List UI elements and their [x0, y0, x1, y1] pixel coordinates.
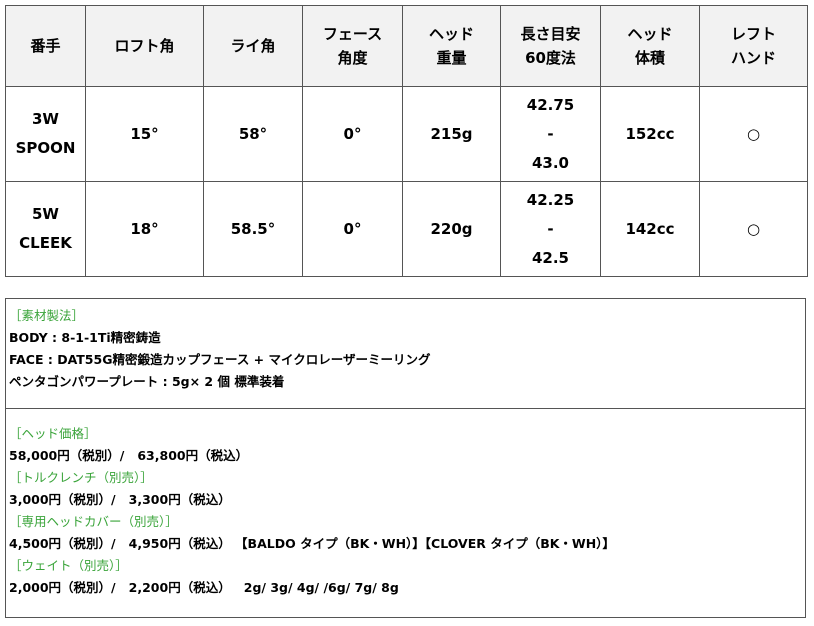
table-cell: ○ [699, 86, 808, 182]
column-header: ヘッド 体積 [600, 5, 700, 87]
table-cell: 142cc [600, 181, 700, 277]
header-row: 番手 ロフト角 ライ角 フェース 角度 ヘッド 重量 長さ目安 60度法 ヘッド 体積 レフト ハンド [5, 5, 808, 87]
material-section: ［素材製法］ BODY : 8-1-1Ti精密鋳造 FACE : DAT55G精… [5, 298, 806, 409]
material-line: BODY : 8-1-1Ti精密鋳造 [9, 330, 161, 345]
price-line: 2,000円（税別）/ 2,200円（税込） 2g/ 3g/ 4g/ /6g/ … [9, 580, 399, 595]
table-row: 3W SPOON 15° 58° 0° 215g 42.75-43.0 152cc ○ [5, 86, 808, 182]
column-header: 長さ目安 60度法 [500, 5, 601, 87]
table-cell: 5W CLEEK [5, 181, 86, 277]
pricing-section: ［ヘッド価格］ 58,000円（税別）/ 63,800円（税込） ［トルクレンチ… [5, 408, 806, 618]
table-cell: 0° [302, 86, 403, 182]
price-line: 3,000円（税別）/ 3,300円（税込） [9, 492, 231, 507]
table-cell: 58° [203, 86, 303, 182]
price-line: 58,000円（税別）/ 63,800円（税込） [9, 448, 249, 463]
table-cell: 18° [85, 181, 204, 277]
price-heading: ［専用ヘッドカバー（別売）］ [9, 514, 178, 529]
column-header: ヘッド 重量 [402, 5, 501, 87]
table-cell: 152cc [600, 86, 700, 182]
table-cell: 215g [402, 86, 501, 182]
table-cell: 220g [402, 181, 501, 277]
column-header: 番手 [5, 5, 86, 87]
spec-table: 番手 ロフト角 ライ角 フェース 角度 ヘッド 重量 長さ目安 60度法 ヘッド 体積 レフト ハンド … [5, 5, 808, 277]
price-heading: ［ウェイト（別売）］ [9, 558, 128, 573]
table-cell: 0° [302, 181, 403, 277]
table-cell: 3W SPOON [5, 86, 86, 182]
table-cell: 15° [85, 86, 204, 182]
price-line: 4,500円（税別）/ 4,950円（税込） 【BALDO タイプ（BK・WH）… [9, 536, 615, 551]
table-cell: 42.75-43.0 [500, 86, 601, 182]
price-heading: ［トルクレンチ（別売）］ [9, 470, 153, 485]
table-cell: 42.25-42.5 [500, 181, 601, 277]
price-heading: ［ヘッド価格］ [9, 426, 97, 441]
table-cell: ○ [699, 181, 808, 277]
column-header: フェース 角度 [302, 5, 403, 87]
table-row: 5W CLEEK 18° 58.5° 0° 220g 42.25-42.5 142cc ○ [5, 181, 808, 277]
material-heading: ［素材製法］ [9, 308, 85, 323]
material-line: FACE : DAT55G精密鍛造カップフェース + マイクロレーザーミーリング [9, 352, 431, 367]
table-cell: 58.5° [203, 181, 303, 277]
column-header: ロフト角 [85, 5, 204, 87]
column-header: ライ角 [203, 5, 303, 87]
material-line: ペンタゴンパワープレート : 5g× 2 個 標準装着 [9, 374, 285, 389]
column-header: レフト ハンド [699, 5, 808, 87]
